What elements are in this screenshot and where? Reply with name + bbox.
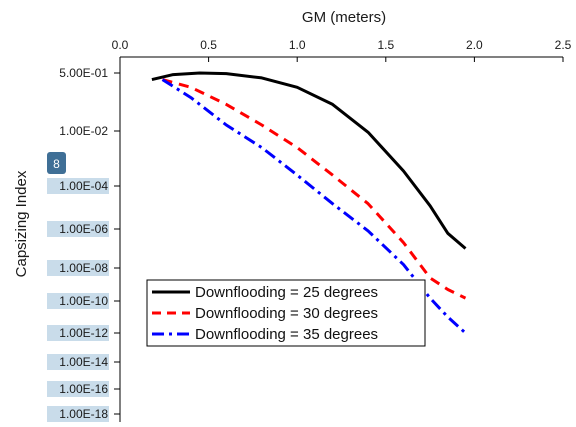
y-ticks: 5.00E-01 1.00E-02 1.00E-04 1.00E-06 1.00E-08…: [47, 66, 120, 422]
y-tick-label: 1.00E-18: [59, 407, 108, 421]
y-tick-label: 5.00E-01: [59, 66, 108, 80]
badge-number: 8: [53, 157, 60, 171]
plot-area: [151, 71, 467, 335]
y-tick-label-highlight: [47, 354, 109, 370]
y-tick-label-highlight: [47, 406, 109, 422]
y-tick-label: 1.00E-10: [59, 294, 108, 308]
y-tick-label: 1.00E-02: [59, 124, 108, 138]
y-tick-label-highlight: [47, 178, 109, 194]
legend-label-25: Downflooding = 25 degrees: [195, 284, 378, 301]
legend-box: [146, 279, 426, 347]
legend-label-30: Downflooding = 30 degrees: [195, 305, 378, 322]
legend-label-35: Downflooding = 35 degrees: [195, 326, 378, 343]
y-tick-label-highlight: [47, 260, 109, 276]
x-tick-label: 2.0: [466, 38, 483, 52]
annotation-badge[interactable]: 8: [47, 152, 66, 174]
y-tick-label: 1.00E-14: [59, 355, 108, 369]
badge-box: [47, 152, 66, 174]
y-tick-label-highlight: [47, 293, 109, 309]
series-line-3: [161, 78, 467, 335]
y-tick-label: 1.00E-16: [59, 382, 108, 396]
y-tick-label-highlight: [47, 325, 109, 341]
y-axis-title: Capsizing Index: [13, 170, 30, 277]
series-line-2: [162, 78, 467, 300]
x-tick-label: 1.0: [289, 38, 306, 52]
x-tick-label: 2.5: [555, 38, 572, 52]
y-tick-label: 1.00E-04: [59, 179, 108, 193]
y-tick-label: 1.00E-08: [59, 261, 108, 275]
x-tick-label: 0.0: [112, 38, 129, 52]
series-line-1: [151, 71, 467, 250]
x-tick-label: 1.5: [377, 38, 394, 52]
legend: Downflooding = 25 degrees Downflooding =…: [146, 279, 426, 347]
x-tick-label: 0.5: [200, 38, 217, 52]
y-tick-label: 1.00E-12: [59, 326, 108, 340]
x-ticks: 0.0 0.5 1.0 1.5 2.0 2.5: [112, 38, 572, 62]
y-tick-label-highlight: [47, 381, 109, 397]
y-tick-label: 1.00E-06: [59, 222, 108, 236]
y-tick-label-highlight: [47, 221, 109, 237]
x-axis-title: GM (meters): [302, 9, 386, 26]
